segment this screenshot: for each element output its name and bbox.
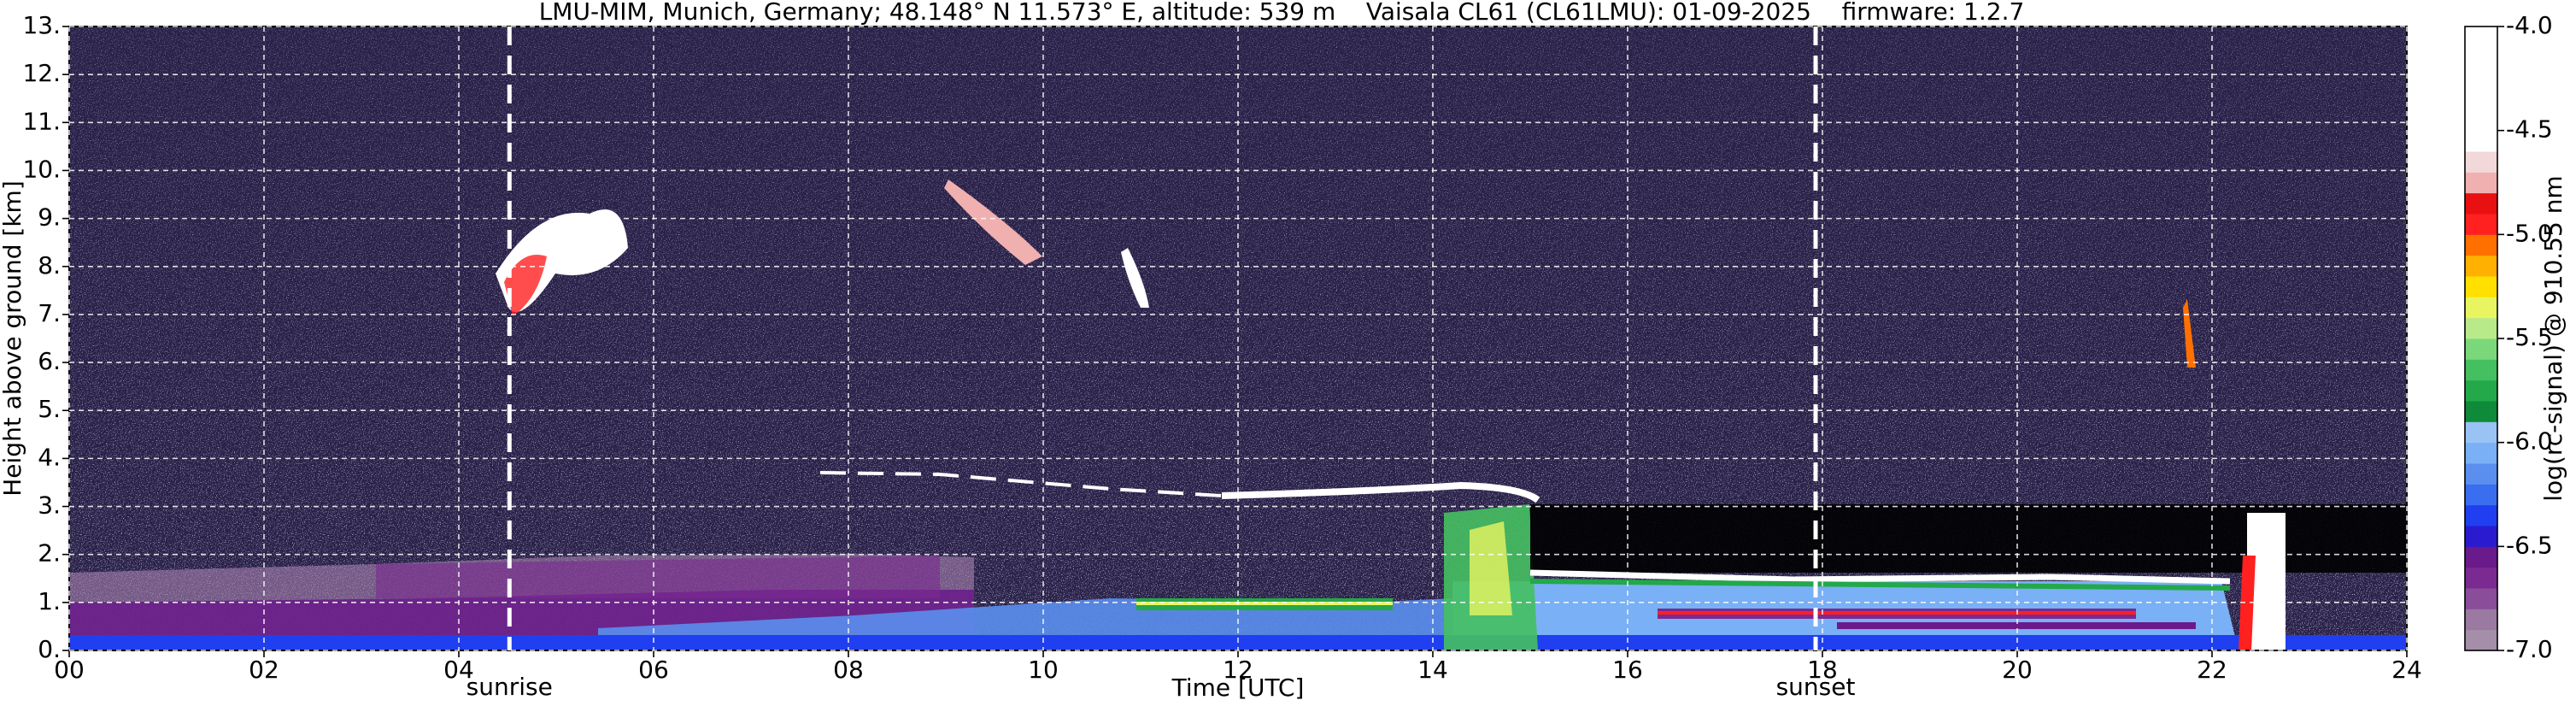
- colorbar-segment: [2465, 567, 2497, 589]
- colorbar-tick-label: -6.0: [2506, 427, 2553, 456]
- x-tick-label: 08: [833, 656, 864, 684]
- colorbar-segment: [2465, 504, 2497, 527]
- y-tick-label: 7.: [38, 299, 61, 327]
- colorbar-segment: [2465, 546, 2497, 568]
- colorbar-segment: [2465, 109, 2497, 132]
- colorbar-tick-label: -5.5: [2506, 323, 2553, 351]
- colorbar-tick-label: -7.0: [2506, 635, 2553, 663]
- colorbar-segment: [2465, 192, 2497, 215]
- colorbar-segment: [2465, 151, 2497, 173]
- x-tick-label: 04: [443, 656, 474, 684]
- colorbar-tick-label: -5.0: [2506, 219, 2553, 247]
- y-tick-label: 9.: [38, 203, 61, 232]
- colorbar-segment: [2465, 484, 2497, 506]
- colorbar-segment: [2465, 68, 2497, 90]
- colorbar-segment: [2465, 234, 2497, 256]
- colorbar-segment: [2465, 89, 2497, 110]
- colorbar-segment: [2465, 297, 2497, 319]
- y-tick-label: 8.: [38, 251, 61, 279]
- annotation-label: sunset: [1776, 673, 1856, 701]
- x-tick-label: 24: [2391, 656, 2422, 684]
- x-tick-label: 18: [1807, 656, 1838, 684]
- y-axis-label: Height above ground [km]: [0, 180, 26, 497]
- colorbar-segment: [2465, 421, 2497, 444]
- y-tick-label: 1.: [38, 587, 61, 615]
- colorbar-tick-label: -4.0: [2506, 11, 2553, 39]
- x-tick-label: 06: [638, 656, 669, 684]
- colorbar-label: log(rc-signal) @ 910.55 nm: [2539, 175, 2567, 501]
- y-tick-label: 6.: [38, 347, 61, 375]
- colorbar-segment: [2465, 214, 2497, 235]
- colorbar-segment: [2465, 130, 2497, 152]
- x-tick-label: 22: [2197, 656, 2227, 684]
- y-tick-label: 2.: [38, 539, 61, 568]
- colorbar-segment: [2465, 317, 2497, 339]
- colorbar-tick-label: -4.5: [2506, 115, 2553, 144]
- x-axis-label: Time [UTC]: [1171, 674, 1305, 702]
- colorbar-segment: [2465, 47, 2497, 69]
- y-tick-label: 5.: [38, 395, 61, 423]
- colorbar-segment: [2465, 26, 2497, 48]
- colorbar-segment: [2465, 276, 2497, 297]
- x-tick-label: 10: [1028, 656, 1059, 684]
- x-tick-label: 16: [1612, 656, 1643, 684]
- y-tick-label: 13.: [22, 11, 61, 39]
- x-tick-label: 12: [1223, 656, 1253, 684]
- y-tick-label: 0.: [38, 635, 61, 663]
- y-tick-label: 4.: [38, 443, 61, 471]
- annotation-label: sunrise: [466, 673, 553, 701]
- colorbar-segment: [2465, 463, 2497, 485]
- chart-title: LMU-MIM, Munich, Germany; 48.148° N 11.5…: [539, 0, 2025, 26]
- x-tick-label: 02: [249, 656, 279, 684]
- colorbar-segment: [2465, 629, 2497, 651]
- colorbar-segment: [2465, 338, 2497, 360]
- colorbar-segment: [2465, 588, 2497, 609]
- x-tick-label: 14: [1417, 656, 1448, 684]
- y-tick-label: 12.: [22, 59, 61, 87]
- x-tick-label: 00: [54, 656, 85, 684]
- y-tick-label: 10.: [22, 155, 61, 183]
- colorbar-tick-label: -6.5: [2506, 531, 2553, 559]
- colorbar-segment: [2465, 255, 2497, 277]
- x-tick-label: 20: [2002, 656, 2033, 684]
- colorbar-segment: [2465, 526, 2497, 547]
- colorbar-segment: [2465, 442, 2497, 464]
- y-tick-label: 11.: [22, 107, 61, 135]
- y-tick-label: 3.: [38, 491, 61, 520]
- colorbar-segment: [2465, 609, 2497, 631]
- colorbar-segment: [2465, 172, 2497, 194]
- colorbar-segment: [2465, 359, 2497, 381]
- colorbar-segment: [2465, 379, 2497, 402]
- colorbar-segment: [2465, 401, 2497, 422]
